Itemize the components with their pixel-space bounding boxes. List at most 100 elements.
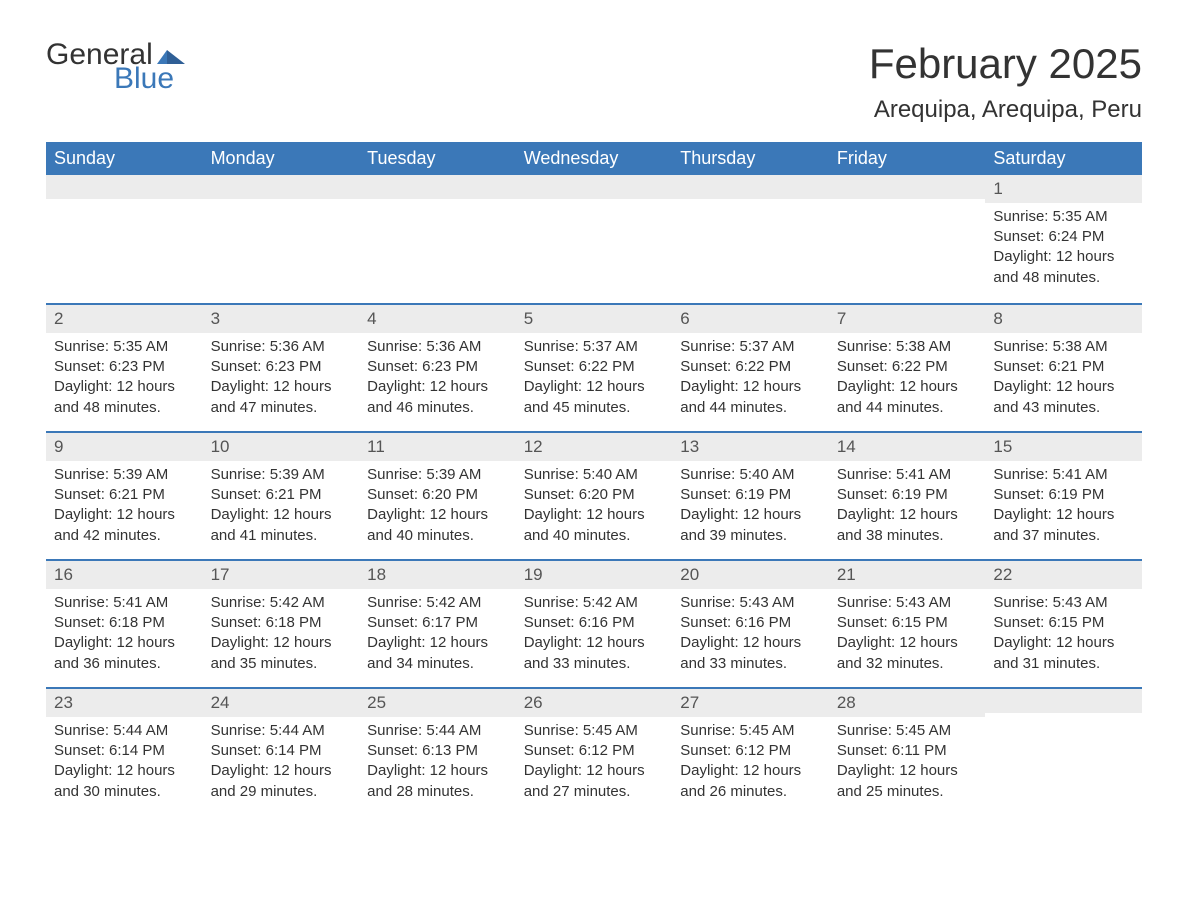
- weeks-container: 1Sunrise: 5:35 AMSunset: 6:24 PMDaylight…: [46, 175, 1142, 815]
- sunset-line: Sunset: 6:23 PM: [54, 357, 195, 377]
- day-body: Sunrise: 5:38 AMSunset: 6:21 PMDaylight:…: [985, 333, 1142, 428]
- day-number: 28: [829, 689, 986, 717]
- sunset-line: Sunset: 6:19 PM: [993, 485, 1134, 505]
- daylight-line: and 33 minutes.: [524, 654, 665, 674]
- sunrise-line: Sunrise: 5:37 AM: [680, 337, 821, 357]
- day-number: 7: [829, 305, 986, 333]
- daylight-line: and 36 minutes.: [54, 654, 195, 674]
- daylight-line: and 44 minutes.: [837, 398, 978, 418]
- sunset-line: Sunset: 6:16 PM: [524, 613, 665, 633]
- weekday-header: Wednesday: [516, 142, 673, 175]
- sunrise-line: Sunrise: 5:36 AM: [367, 337, 508, 357]
- daylight-line: Daylight: 12 hours: [367, 505, 508, 525]
- sunrise-line: Sunrise: 5:38 AM: [837, 337, 978, 357]
- day-cell: 16Sunrise: 5:41 AMSunset: 6:18 PMDayligh…: [46, 561, 203, 687]
- day-number: 26: [516, 689, 673, 717]
- day-number: 23: [46, 689, 203, 717]
- day-body: Sunrise: 5:43 AMSunset: 6:15 PMDaylight:…: [829, 589, 986, 684]
- sunrise-line: Sunrise: 5:45 AM: [837, 721, 978, 741]
- day-number: 15: [985, 433, 1142, 461]
- daylight-line: Daylight: 12 hours: [993, 247, 1134, 267]
- week-row: 9Sunrise: 5:39 AMSunset: 6:21 PMDaylight…: [46, 431, 1142, 559]
- sunrise-line: Sunrise: 5:43 AM: [993, 593, 1134, 613]
- sunset-line: Sunset: 6:24 PM: [993, 227, 1134, 247]
- sunrise-line: Sunrise: 5:42 AM: [211, 593, 352, 613]
- sunset-line: Sunset: 6:20 PM: [524, 485, 665, 505]
- day-cell: 24Sunrise: 5:44 AMSunset: 6:14 PMDayligh…: [203, 689, 360, 815]
- sunset-line: Sunset: 6:23 PM: [367, 357, 508, 377]
- day-cell: 27Sunrise: 5:45 AMSunset: 6:12 PMDayligh…: [672, 689, 829, 815]
- daylight-line: and 43 minutes.: [993, 398, 1134, 418]
- sunset-line: Sunset: 6:19 PM: [680, 485, 821, 505]
- daylight-line: and 41 minutes.: [211, 526, 352, 546]
- daylight-line: and 30 minutes.: [54, 782, 195, 802]
- day-cell: 15Sunrise: 5:41 AMSunset: 6:19 PMDayligh…: [985, 433, 1142, 559]
- daylight-line: Daylight: 12 hours: [680, 761, 821, 781]
- day-cell: 25Sunrise: 5:44 AMSunset: 6:13 PMDayligh…: [359, 689, 516, 815]
- day-number: 8: [985, 305, 1142, 333]
- daylight-line: and 27 minutes.: [524, 782, 665, 802]
- day-body: Sunrise: 5:39 AMSunset: 6:21 PMDaylight:…: [203, 461, 360, 556]
- day-cell: 22Sunrise: 5:43 AMSunset: 6:15 PMDayligh…: [985, 561, 1142, 687]
- sunrise-line: Sunrise: 5:39 AM: [367, 465, 508, 485]
- day-cell: [203, 175, 360, 303]
- day-number: 19: [516, 561, 673, 589]
- daylight-line: Daylight: 12 hours: [837, 377, 978, 397]
- sunset-line: Sunset: 6:21 PM: [211, 485, 352, 505]
- daylight-line: and 29 minutes.: [211, 782, 352, 802]
- daylight-line: Daylight: 12 hours: [54, 761, 195, 781]
- day-number: 1: [985, 175, 1142, 203]
- day-cell: 21Sunrise: 5:43 AMSunset: 6:15 PMDayligh…: [829, 561, 986, 687]
- sunrise-line: Sunrise: 5:41 AM: [54, 593, 195, 613]
- day-number: 21: [829, 561, 986, 589]
- week-row: 23Sunrise: 5:44 AMSunset: 6:14 PMDayligh…: [46, 687, 1142, 815]
- day-number: 14: [829, 433, 986, 461]
- sunrise-line: Sunrise: 5:43 AM: [837, 593, 978, 613]
- day-number: [203, 175, 360, 199]
- day-cell: 7Sunrise: 5:38 AMSunset: 6:22 PMDaylight…: [829, 305, 986, 431]
- sunrise-line: Sunrise: 5:40 AM: [680, 465, 821, 485]
- daylight-line: and 25 minutes.: [837, 782, 978, 802]
- sunset-line: Sunset: 6:21 PM: [993, 357, 1134, 377]
- day-cell: 20Sunrise: 5:43 AMSunset: 6:16 PMDayligh…: [672, 561, 829, 687]
- sunrise-line: Sunrise: 5:38 AM: [993, 337, 1134, 357]
- daylight-line: and 48 minutes.: [993, 268, 1134, 288]
- day-cell: [985, 689, 1142, 815]
- sunrise-line: Sunrise: 5:35 AM: [54, 337, 195, 357]
- daylight-line: Daylight: 12 hours: [993, 505, 1134, 525]
- day-body: Sunrise: 5:37 AMSunset: 6:22 PMDaylight:…: [516, 333, 673, 428]
- daylight-line: Daylight: 12 hours: [524, 633, 665, 653]
- day-cell: 1Sunrise: 5:35 AMSunset: 6:24 PMDaylight…: [985, 175, 1142, 303]
- day-body: Sunrise: 5:42 AMSunset: 6:18 PMDaylight:…: [203, 589, 360, 684]
- sunset-line: Sunset: 6:18 PM: [211, 613, 352, 633]
- sunrise-line: Sunrise: 5:40 AM: [524, 465, 665, 485]
- sunset-line: Sunset: 6:12 PM: [524, 741, 665, 761]
- daylight-line: and 48 minutes.: [54, 398, 195, 418]
- day-cell: [829, 175, 986, 303]
- week-row: 1Sunrise: 5:35 AMSunset: 6:24 PMDaylight…: [46, 175, 1142, 303]
- brand-word2: Blue: [114, 64, 185, 94]
- sunset-line: Sunset: 6:19 PM: [837, 485, 978, 505]
- day-body: Sunrise: 5:39 AMSunset: 6:20 PMDaylight:…: [359, 461, 516, 556]
- day-body: Sunrise: 5:43 AMSunset: 6:15 PMDaylight:…: [985, 589, 1142, 684]
- sunrise-line: Sunrise: 5:39 AM: [54, 465, 195, 485]
- day-number: [359, 175, 516, 199]
- day-cell: 26Sunrise: 5:45 AMSunset: 6:12 PMDayligh…: [516, 689, 673, 815]
- day-number: 17: [203, 561, 360, 589]
- daylight-line: Daylight: 12 hours: [524, 761, 665, 781]
- day-number: 13: [672, 433, 829, 461]
- sunrise-line: Sunrise: 5:37 AM: [524, 337, 665, 357]
- weekday-header: Monday: [203, 142, 360, 175]
- day-body: Sunrise: 5:41 AMSunset: 6:18 PMDaylight:…: [46, 589, 203, 684]
- day-cell: 11Sunrise: 5:39 AMSunset: 6:20 PMDayligh…: [359, 433, 516, 559]
- day-body: Sunrise: 5:44 AMSunset: 6:14 PMDaylight:…: [46, 717, 203, 812]
- day-cell: 17Sunrise: 5:42 AMSunset: 6:18 PMDayligh…: [203, 561, 360, 687]
- day-body: Sunrise: 5:35 AMSunset: 6:23 PMDaylight:…: [46, 333, 203, 428]
- day-number: 24: [203, 689, 360, 717]
- sunset-line: Sunset: 6:23 PM: [211, 357, 352, 377]
- sunrise-line: Sunrise: 5:42 AM: [524, 593, 665, 613]
- day-body: Sunrise: 5:40 AMSunset: 6:19 PMDaylight:…: [672, 461, 829, 556]
- day-body: Sunrise: 5:35 AMSunset: 6:24 PMDaylight:…: [985, 203, 1142, 298]
- day-number: 4: [359, 305, 516, 333]
- daylight-line: Daylight: 12 hours: [367, 633, 508, 653]
